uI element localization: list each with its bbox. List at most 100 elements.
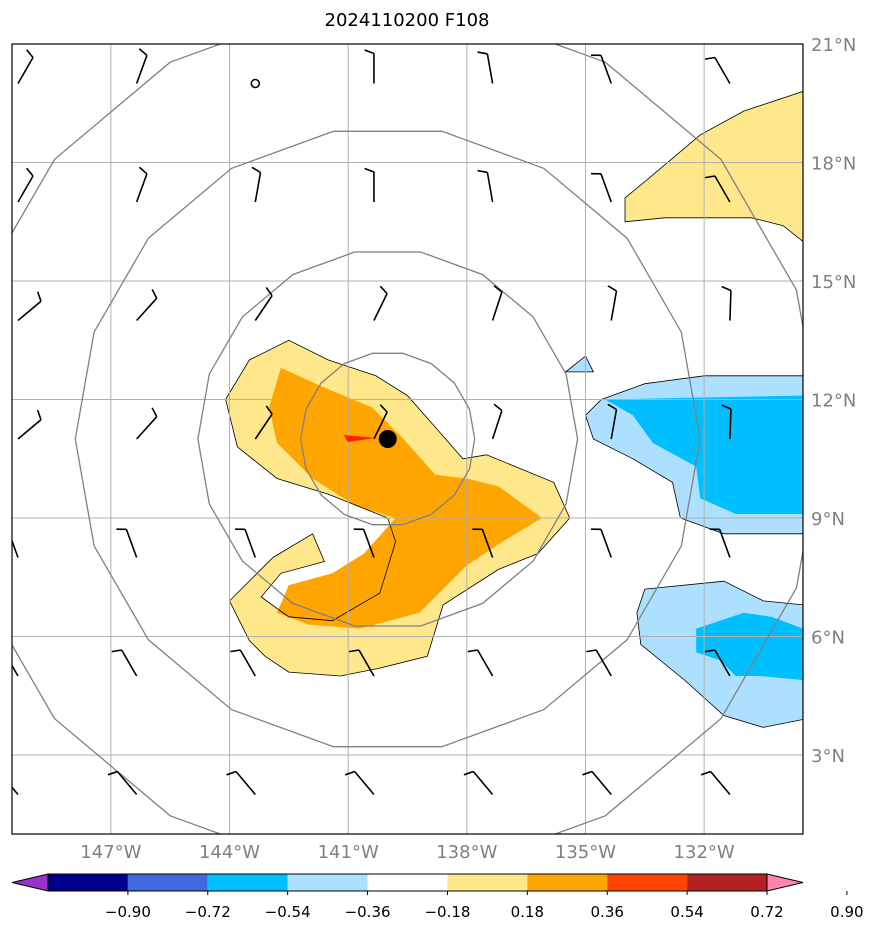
contour-line [564, 355, 595, 373]
colorbar-swatch [527, 874, 608, 891]
wind-barb [704, 649, 731, 677]
colorbar-extend-high [766, 873, 804, 892]
wind-barbs [12, 48, 732, 796]
wind-barb [467, 649, 494, 677]
wind-barb [590, 528, 613, 558]
chart-title: 2024110200 F108 [325, 10, 490, 31]
colorbar-tick-label: −0.90 [105, 903, 151, 921]
wind-barb [709, 528, 731, 558]
colorbar-tick-label: −0.72 [185, 903, 231, 921]
motion-vector-arrow [343, 435, 376, 442]
colorbar-tick-label: 0.54 [670, 903, 703, 921]
wind-barb [230, 649, 256, 677]
range-ring [74, 130, 701, 748]
colorbar-tick-label: −0.18 [424, 903, 470, 921]
wind-barb [135, 166, 148, 203]
wind-barb [586, 649, 612, 677]
colorbar-frame [47, 873, 768, 892]
wind-barb [12, 664, 19, 677]
lat-tick-label: 21°N [811, 35, 856, 56]
wind-barb [116, 528, 138, 558]
range-ring [12, 44, 803, 834]
latitude-labels: 3°N 6°N 9°N 12°N 15°N 18°N 21°N [811, 35, 856, 767]
lat-tick-label: 18°N [811, 154, 856, 175]
wind-barb [17, 291, 42, 322]
colorbar-tick-label: −0.36 [345, 903, 391, 921]
colorbar-tick-label: −0.54 [265, 903, 311, 921]
wind-barb [364, 167, 375, 202]
wind-barb [17, 410, 42, 440]
wind-barb [348, 649, 375, 677]
wind-barb [607, 285, 618, 321]
colorbar-tick-label: 0.72 [750, 903, 783, 921]
colorbar-tick-label: 0.18 [511, 903, 544, 921]
range-ring [197, 251, 579, 627]
wind-barb [582, 770, 612, 796]
calm-wind-circle [250, 78, 261, 89]
wind-barb [353, 528, 375, 558]
wind-barb [590, 54, 613, 84]
wind-barb [135, 48, 148, 84]
colorbar-swatch [127, 874, 208, 891]
lat-tick-label: 3°N [811, 746, 845, 767]
lat-tick-label: 12°N [811, 391, 856, 412]
lon-tick-label: 141°W [318, 842, 379, 863]
lon-tick-label: 144°W [199, 842, 260, 863]
colorbar-swatch [287, 874, 368, 891]
colorbar-swatch [367, 874, 448, 891]
colorbar-swatch [607, 874, 688, 891]
wind-barb [477, 169, 494, 203]
range-rings [12, 44, 803, 834]
colorbar-swatch [447, 874, 528, 891]
contour-line [624, 90, 803, 243]
wind-barb [700, 770, 731, 796]
wind-barb [254, 286, 273, 321]
contour-fills [225, 91, 803, 728]
wind-barb [607, 403, 618, 440]
wind-barb [463, 770, 494, 796]
storm-center-marker [378, 430, 397, 448]
colorbar-tick-label: 0.90 [830, 903, 863, 921]
colorbar-swatch [207, 874, 288, 891]
wind-barb [721, 404, 732, 440]
lat-tick-label: 9°N [811, 509, 845, 530]
wind-barb [477, 51, 494, 84]
wind-barb [251, 166, 262, 203]
wind-barb [344, 770, 375, 796]
wind-barb [373, 285, 388, 321]
gridlines [12, 44, 803, 834]
contour-line [585, 375, 803, 535]
longitude-labels: 147°W 144°W 141°W 138°W 135°W 132°W [80, 842, 735, 863]
contour-line [636, 580, 803, 728]
wind-barb [235, 528, 257, 558]
contour-fill-region [696, 612, 803, 680]
wind-barb [704, 175, 731, 203]
storm-layer [343, 430, 397, 448]
wind-barb [136, 407, 158, 440]
wind-barb [107, 770, 138, 796]
wind-barb [590, 172, 613, 203]
wind-barb [721, 285, 732, 321]
wind-barb [254, 405, 273, 440]
colorbar-tick-label: 0.36 [591, 903, 624, 921]
wind-barb [226, 770, 256, 796]
wind-barb [373, 404, 388, 440]
lon-tick-label: 147°W [80, 842, 141, 863]
wind-barb [472, 528, 494, 558]
map-frame [11, 43, 804, 835]
contour-fill-region [565, 356, 594, 372]
contour-line [225, 339, 571, 677]
lon-tick-label: 132°W [674, 842, 735, 863]
wind-barb [136, 288, 158, 322]
range-ring [300, 352, 476, 526]
wind-barb [491, 403, 503, 440]
colorbar-swatch [48, 874, 128, 891]
contour-lines [225, 90, 803, 728]
wind-barb [491, 285, 503, 321]
wind-barb [111, 649, 138, 677]
wind-barb [12, 538, 19, 558]
wind-barb [364, 49, 375, 84]
wind-barb [17, 49, 34, 84]
lat-tick-label: 15°N [811, 272, 856, 293]
